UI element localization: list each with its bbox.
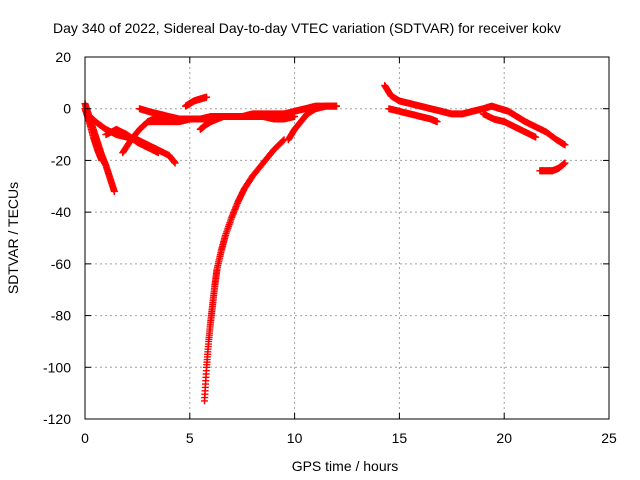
y-tick-label: -120 — [43, 411, 71, 427]
data-points — [81, 81, 569, 405]
data-point — [219, 112, 227, 120]
x-tick-label: 5 — [186, 430, 194, 446]
series-arc-13 — [385, 105, 441, 126]
x-tick-label: 10 — [287, 430, 303, 446]
data-point — [203, 93, 211, 101]
y-axis-label: SDTVAR / TECUs — [5, 182, 21, 294]
series-arc-12 — [381, 81, 445, 115]
series-arc-10 — [200, 136, 288, 405]
data-point — [110, 187, 118, 195]
x-tick-label: 25 — [601, 430, 617, 446]
data-point — [433, 118, 441, 126]
data-point — [561, 159, 569, 167]
grid — [85, 57, 609, 419]
data-point — [291, 112, 299, 120]
chart-title: Day 340 of 2022, Sidereal Day-to-day VTE… — [53, 20, 561, 36]
series-arc-8 — [182, 93, 211, 110]
data-point — [98, 156, 106, 164]
y-tick-label: 0 — [63, 101, 71, 117]
series-arc-9 — [196, 112, 227, 133]
x-tick-label: 0 — [81, 430, 89, 446]
data-point — [279, 137, 287, 145]
x-tick-label: 20 — [496, 430, 512, 446]
series-arc-4 — [102, 125, 162, 157]
data-point — [532, 133, 540, 141]
data-point — [333, 102, 341, 110]
series-arc-16 — [536, 159, 569, 175]
series-arc-15 — [479, 110, 540, 141]
x-tick-label: 15 — [392, 430, 408, 446]
y-tick-label: -100 — [43, 359, 71, 375]
series-arc-14 — [437, 102, 569, 149]
data-point — [561, 141, 569, 149]
plot-frame — [84, 56, 610, 420]
data-point — [154, 149, 162, 157]
x-axis-label: GPS time / hours — [292, 458, 399, 474]
series-arc-11 — [284, 102, 341, 144]
y-tick-label: -40 — [51, 204, 71, 220]
y-tick-label: 20 — [55, 49, 71, 65]
axis-ticks: 0 5 10 15 20 25 20 0 -20 -40 -60 -80 -100 -120 — [43, 49, 617, 446]
y-tick-label: -80 — [51, 308, 71, 324]
data-point — [171, 159, 179, 167]
y-tick-label: -60 — [51, 256, 71, 272]
y-tick-label: -20 — [51, 152, 71, 168]
